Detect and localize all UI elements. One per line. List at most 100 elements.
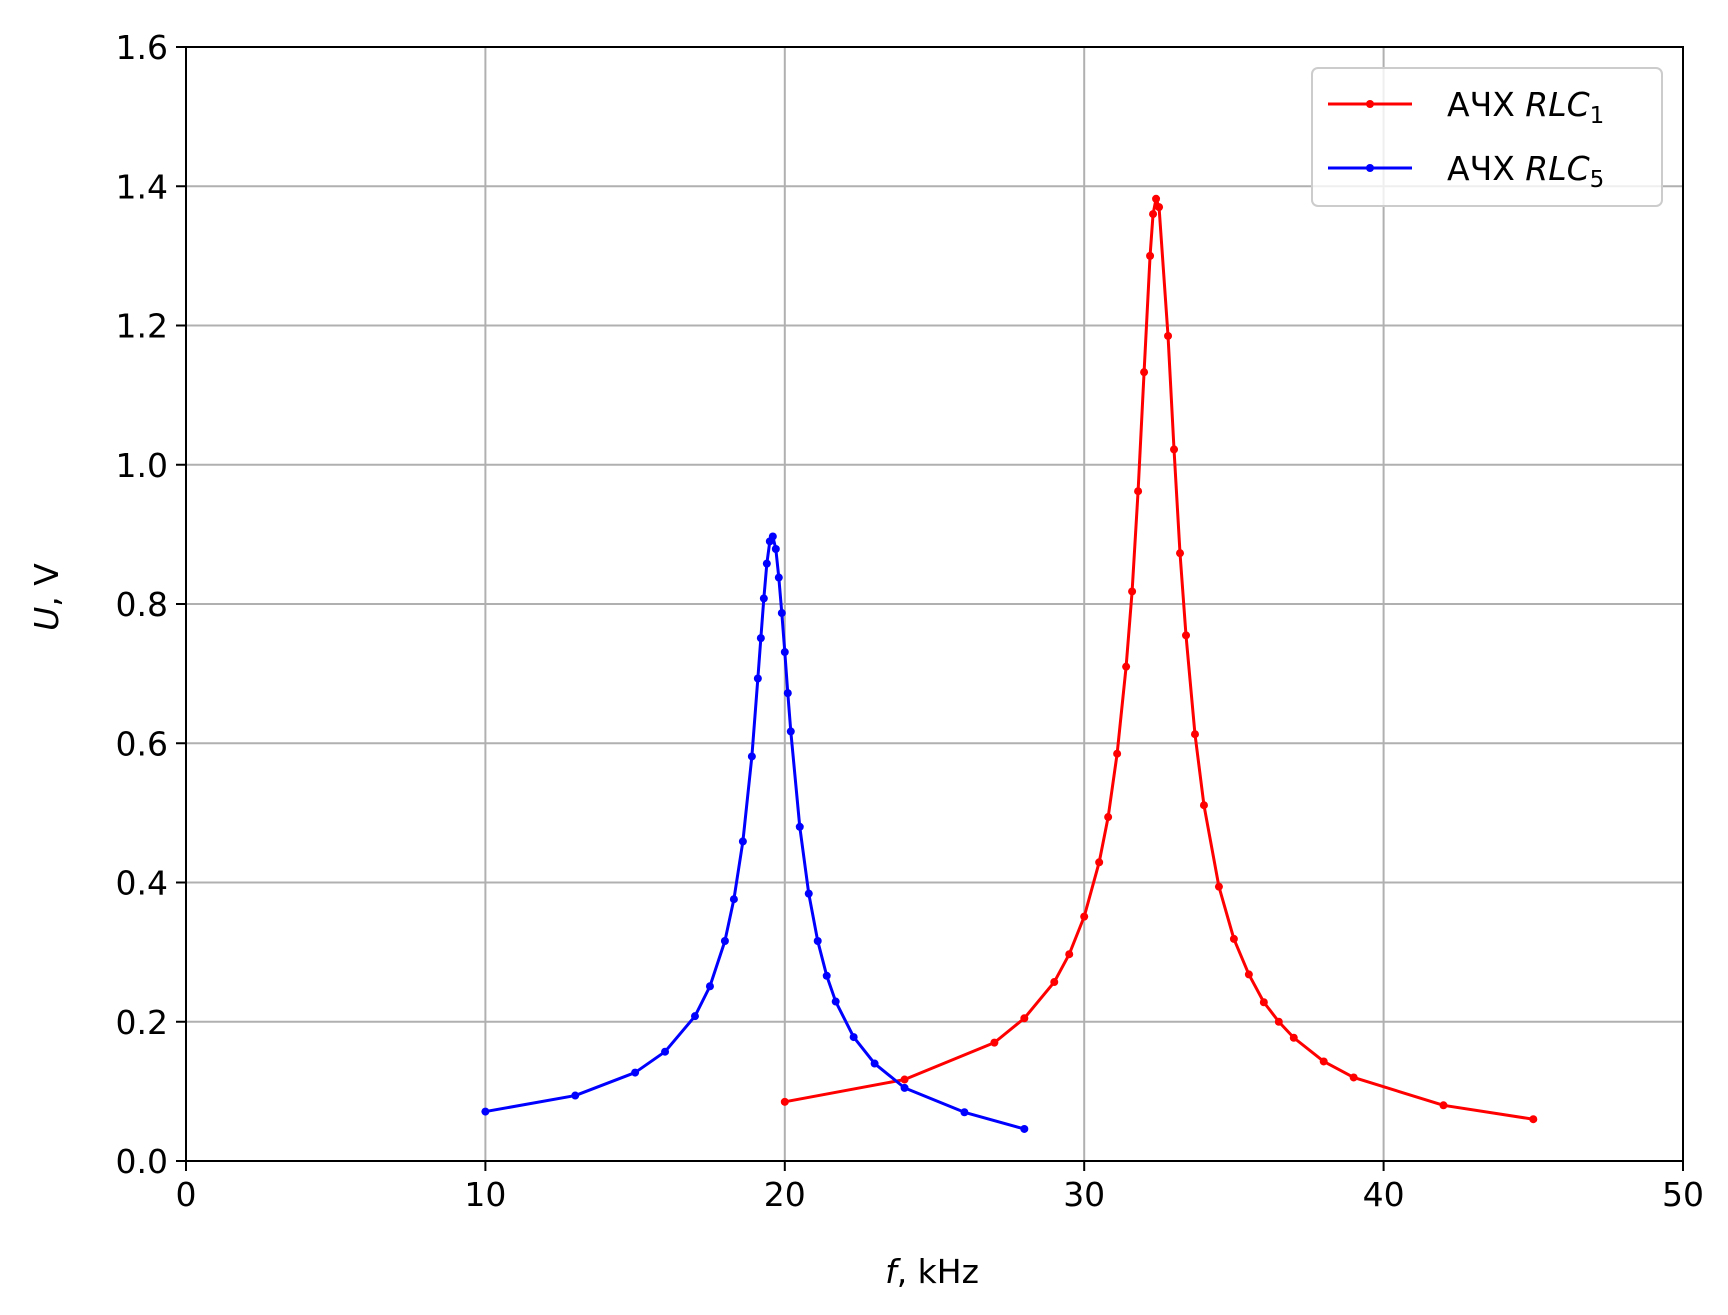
y-tick-label: 0.8 (116, 585, 168, 624)
data-point (1146, 251, 1155, 260)
y-axis-separator: , (27, 586, 66, 607)
data-point (1152, 194, 1161, 203)
data-point (1199, 801, 1208, 810)
data-point (729, 895, 738, 904)
data-point (1182, 631, 1190, 640)
y-tick-label: 1.2 (116, 307, 168, 346)
data-point (1170, 445, 1179, 454)
data-point (768, 532, 777, 541)
data-point (1134, 487, 1143, 496)
data-point (990, 1038, 999, 1047)
data-point (762, 559, 771, 568)
data-point (960, 1108, 969, 1117)
data-point (1164, 331, 1173, 340)
data-point (1439, 1101, 1448, 1110)
y-axis-unit: V (27, 563, 66, 586)
data-point (1229, 934, 1238, 943)
y-tick-label: 1.6 (116, 28, 168, 67)
x-tick-label: 40 (1363, 1175, 1405, 1214)
y-axis-variable: U (27, 607, 66, 631)
data-point (771, 545, 780, 553)
data-point (1140, 368, 1149, 377)
x-tick-label: 20 (764, 1175, 806, 1214)
data-point (1128, 587, 1137, 596)
data-point (813, 936, 822, 945)
legend-entry-series-2: АЧХ RLC5 (1328, 149, 1604, 193)
legend-label-series-2: АЧХ RLC5 (1447, 149, 1604, 193)
data-point (774, 573, 783, 582)
legend-sub-series-1: 1 (1590, 103, 1605, 129)
axis-ticks: 0 10 20 30 40 50 0.0 0.2 0.4 0.6 0.8 1.0 1.2 1.4 1.6 (116, 28, 1704, 1214)
data-point (900, 1083, 909, 1092)
x-tick-label: 10 (464, 1175, 506, 1214)
data-point (738, 837, 747, 846)
data-point (571, 1091, 580, 1100)
x-tick-label: 50 (1662, 1175, 1704, 1214)
data-point (795, 822, 804, 831)
y-axis-label: U, V (27, 563, 66, 631)
data-point (849, 1033, 858, 1042)
y-tick-label: 0.4 (116, 864, 168, 903)
data-point (1095, 858, 1104, 867)
data-point (1149, 210, 1158, 219)
x-tick-label: 30 (1063, 1175, 1105, 1214)
data-point (1259, 998, 1268, 1007)
data-point (481, 1107, 490, 1116)
data-point (1113, 749, 1122, 758)
legend-label-series-1: АЧХ RLC1 (1447, 85, 1604, 129)
data-point (900, 1075, 909, 1084)
legend-prefix-series-1: АЧХ (1447, 85, 1525, 124)
data-point (1244, 970, 1253, 979)
series-layer (481, 194, 1538, 1133)
data-point (783, 689, 792, 698)
data-point (690, 1012, 699, 1021)
series-2 (481, 532, 1029, 1133)
legend-entry-series-1: АЧХ RLC1 (1328, 85, 1604, 129)
data-point (780, 648, 789, 657)
legend: АЧХ RLC1 АЧХ RLC5 (1311, 67, 1663, 207)
data-point (1050, 978, 1059, 987)
legend-main-series-2: RLC (1525, 149, 1589, 188)
x-axis-separator: , (897, 1252, 918, 1291)
data-point (804, 889, 813, 898)
data-point (759, 594, 768, 603)
legend-main-series-1: RLC (1525, 85, 1589, 124)
data-point (1289, 1033, 1298, 1042)
data-point (1065, 950, 1074, 959)
data-point (1274, 1017, 1283, 1026)
data-point (1020, 1124, 1029, 1133)
data-point (777, 609, 786, 618)
data-point (1176, 549, 1185, 558)
legend-prefix-series-2: АЧХ (1447, 149, 1525, 188)
data-point (720, 936, 729, 945)
data-point (1122, 662, 1131, 671)
x-axis-label: f, kHz (885, 1252, 979, 1291)
x-axis-unit: kHz (918, 1252, 979, 1291)
data-point (1349, 1073, 1358, 1082)
data-point (786, 727, 795, 736)
data-point (1020, 1014, 1029, 1023)
x-tick-label: 0 (176, 1175, 197, 1214)
data-point (631, 1068, 640, 1077)
y-tick-label: 0.6 (116, 724, 168, 763)
y-tick-label: 1.0 (116, 446, 168, 485)
data-point (1214, 882, 1223, 891)
data-point (780, 1097, 789, 1106)
data-point (831, 997, 840, 1006)
series-line-1 (784, 197, 1534, 1121)
data-point (1104, 813, 1113, 822)
data-point (1319, 1057, 1328, 1066)
data-point (705, 982, 714, 991)
legend-sub-series-2: 5 (1590, 167, 1605, 193)
data-point (1529, 1115, 1538, 1124)
data-point (1190, 730, 1199, 739)
y-tick-label: 0.0 (116, 1142, 168, 1181)
y-tick-label: 0.2 (116, 1003, 168, 1042)
data-point (747, 752, 756, 761)
data-point (822, 971, 831, 980)
series-line-2 (485, 534, 1025, 1131)
data-point (661, 1047, 670, 1056)
